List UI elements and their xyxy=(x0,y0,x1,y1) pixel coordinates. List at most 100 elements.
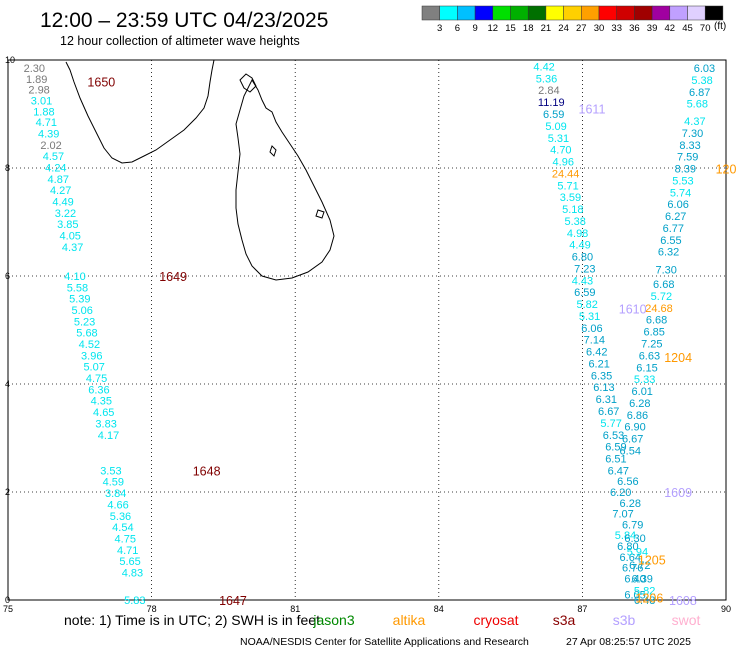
satellite-label-altika: altika xyxy=(393,612,426,628)
wave-height-value: 6.42 xyxy=(586,347,607,359)
footer-timestamp: 27 Apr 08:25:57 UTC 2025 xyxy=(566,636,691,648)
longitude-tick-label: 75 xyxy=(3,604,13,614)
wave-height-value: 4.37 xyxy=(62,242,83,254)
color-scale-legend: 3 6 9 12 15 18 21 24 27 30 33 36 39 42 45 70 xyxy=(421,5,724,34)
wave-height-value: 6.31 xyxy=(596,394,617,406)
wave-height-value: 6.27 xyxy=(665,211,686,223)
island-coastline xyxy=(269,145,277,157)
track-1608: 6.48 1608 xyxy=(634,594,697,608)
wave-height-value: 4.54 xyxy=(112,522,133,534)
wave-height-value: 4.75 xyxy=(86,373,107,385)
legend-swatch xyxy=(687,5,706,21)
wave-height-value: 24.68 xyxy=(645,303,673,315)
legend-swatch xyxy=(474,5,494,21)
wave-height-value: 6.67 xyxy=(598,406,619,418)
legend-swatch xyxy=(563,5,582,21)
legend-tick-label: 15 xyxy=(505,23,516,34)
wave-height-value: 5.82 xyxy=(576,299,597,311)
wave-height-value: 7.14 xyxy=(584,335,605,347)
wave-height-value: 5.68 xyxy=(687,99,708,111)
wave-height-value: 6.48 xyxy=(634,595,655,607)
wave-height-value: 6.59 xyxy=(605,442,626,454)
wave-height-value: 8.33 xyxy=(679,140,700,152)
latitude-tick-label: 8 xyxy=(5,163,10,173)
track-time-label: 1648 xyxy=(193,464,221,478)
wave-height-value: 7.07 xyxy=(612,509,633,521)
wave-height-value: 6.53 xyxy=(603,430,624,442)
track-time-label: 1647 xyxy=(219,594,247,608)
legend-unit: (ft) xyxy=(714,21,726,32)
wave-height-value: 4.37 xyxy=(684,116,705,128)
wave-height-value: 5.33 xyxy=(634,374,655,386)
wave-height-value: 6.06 xyxy=(581,323,602,335)
wave-height-value: 4.87 xyxy=(48,174,69,186)
wave-height-value: 4.49 xyxy=(52,196,73,208)
legend-tick-label: 6 xyxy=(455,23,460,34)
lake-outline xyxy=(315,209,325,219)
wave-height-value: 5.36 xyxy=(536,73,557,85)
altimeter-tracks: 2.301.892.983.011.884.714.392.024.574.24… xyxy=(24,61,737,608)
legend-swatch xyxy=(704,5,724,21)
satellite-label-jason3: jason3 xyxy=(312,612,354,628)
wave-height-value: 5.39 xyxy=(69,294,90,306)
latitude-tick-label: 4 xyxy=(5,379,10,389)
track-time-label: 120 xyxy=(716,163,737,177)
longitude-tick-label: 78 xyxy=(147,604,157,614)
wave-height-value: 6.90 xyxy=(624,422,645,434)
legend-tick-label: 36 xyxy=(629,23,640,34)
satellite-label-s3b: s3b xyxy=(613,612,636,628)
wave-height-value: 4.71 xyxy=(36,117,57,129)
track-1650: 2.301.892.983.011.884.714.392.024.574.24… xyxy=(24,63,116,254)
wave-height-value: 6.01 xyxy=(632,386,653,398)
legend-swatch xyxy=(598,5,617,21)
wave-height-value: 4.66 xyxy=(107,499,128,511)
track-1206: 1206 xyxy=(636,591,664,605)
track-1205: 6.56 6.28 6.79 6.305.94 6.726.395.82 1205 xyxy=(617,476,666,597)
wave-height-value: 6.80 xyxy=(572,252,593,264)
wave-height-value: 6.54 xyxy=(620,445,641,457)
wave-height-value: 5.53 xyxy=(672,175,693,187)
wave-height-value: 5.84 xyxy=(615,530,636,542)
wave-height-value: 4.96 xyxy=(553,157,574,169)
wave-height-value: 6.21 xyxy=(588,358,609,370)
latitude-tick-label: 2 xyxy=(5,487,10,497)
wave-height-value: 5.71 xyxy=(557,180,578,192)
wave-height-value: 3.96 xyxy=(81,350,102,362)
wave-height-value: 6.03 xyxy=(694,63,715,75)
wave-height-value: 6.68 xyxy=(646,315,667,327)
wave-height-value: 4.49 xyxy=(569,240,590,252)
footer-credit: NOAA/NESDIS Center for Satellite Applica… xyxy=(240,636,529,648)
wave-height-value: 6.59 xyxy=(574,287,595,299)
legend-tick-label: 39 xyxy=(647,23,658,34)
satellite-legend: jason3 altika cryosat s3a s3b swot xyxy=(312,612,700,628)
legend-swatch xyxy=(527,5,547,21)
wave-height-value: 4.43 xyxy=(572,275,593,287)
wave-height-value: 6.20 xyxy=(610,487,631,499)
sri-lanka-coastline xyxy=(235,78,335,281)
india-coastline xyxy=(65,59,215,164)
wave-height-value: 24.44 xyxy=(552,168,580,180)
wave-height-value: 4.57 xyxy=(43,151,64,163)
wave-height-value: 6.28 xyxy=(629,398,650,410)
longitude-tick-label: 84 xyxy=(434,604,444,614)
wave-height-value: 6.30 xyxy=(624,533,645,545)
wave-height-value: 5.77 xyxy=(600,418,621,430)
lat-lon-grid: 75 78 81 84 87 90 0 2 4 6 8 10 xyxy=(3,55,731,614)
wave-height-value: 3.01 xyxy=(31,96,52,108)
track-1649: 4.105.585.395.065.235.684.523.965.074.75… xyxy=(64,270,187,442)
wave-height-value: 4.52 xyxy=(79,339,100,351)
wave-height-value: 4.39 xyxy=(38,128,59,140)
wave-height-value: 2.02 xyxy=(40,140,61,152)
wave-height-value: 6.47 xyxy=(608,465,629,477)
legend-tick-label: 21 xyxy=(541,23,552,34)
wave-height-value: 6.39 xyxy=(632,573,653,585)
legend-swatch xyxy=(616,5,635,21)
legend-swatch xyxy=(651,5,671,21)
wave-height-value: 4.71 xyxy=(117,545,138,557)
track-time-label: 1649 xyxy=(159,270,187,284)
wave-height-value: 4.17 xyxy=(98,430,119,442)
legend-tick-label: 24 xyxy=(558,23,569,34)
wave-height-value: 6.56 xyxy=(617,476,638,488)
wave-height-value: 4.05 xyxy=(60,231,81,243)
